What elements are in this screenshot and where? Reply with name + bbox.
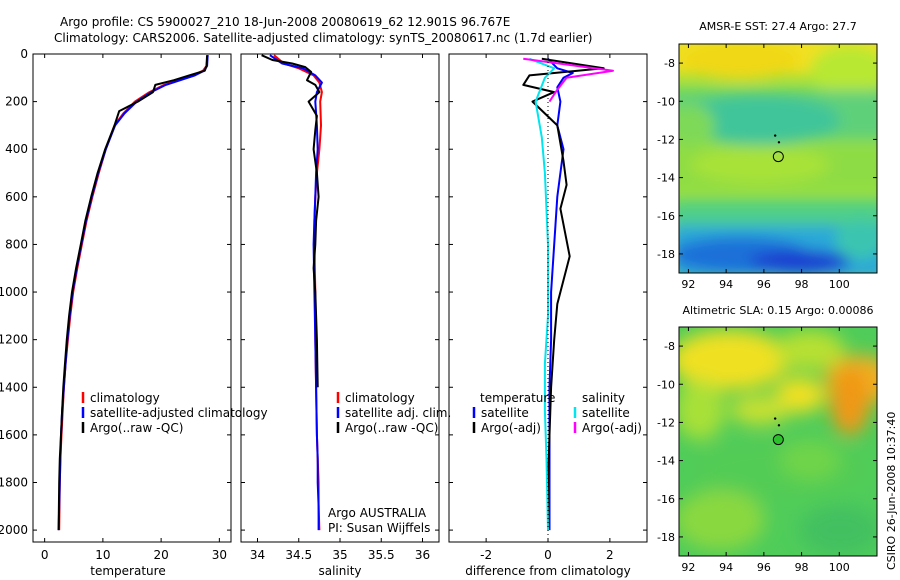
x-tick-label: 96 bbox=[757, 561, 771, 574]
salinity-plot: 34 34.5 35 35.5 36 bbox=[241, 53, 439, 562]
sst-map-title: AMSR-E SST: 27.4 Argo: 27.7 bbox=[699, 20, 857, 33]
legend-label-temperature-satellite: satellite bbox=[481, 406, 529, 420]
y-tick-label: 1400 bbox=[0, 380, 28, 394]
series-line-satellite-adjusted-climatology bbox=[57, 55, 209, 531]
pi-annotation: PI: Susan Wijffels bbox=[328, 521, 430, 535]
track-point bbox=[777, 141, 781, 144]
series-line-satellite-adj-clim- bbox=[269, 54, 323, 531]
legend-label-temperature-argo: Argo(-adj) bbox=[481, 421, 541, 435]
sst-map-overlay: 92 94 96 98 100 -8 -10 -12 -14 -16 -18 bbox=[657, 44, 877, 291]
series-line-salinity-argo bbox=[523, 57, 614, 103]
legend-heading-temperature: temperature bbox=[480, 391, 555, 405]
track-point bbox=[773, 134, 777, 137]
x-tick-label: 92 bbox=[681, 561, 695, 574]
series-line-climatology bbox=[58, 55, 209, 531]
legend-label-climatology: climatology bbox=[90, 391, 160, 405]
series-line-argo-raw-qc- bbox=[57, 55, 209, 531]
x-tick-label: 2 bbox=[606, 548, 614, 562]
x-tick-label: 92 bbox=[681, 278, 695, 291]
credit-timestamp: CSIRO 26-Jun-2008 10:37:40 bbox=[885, 412, 898, 570]
legend-label-argo: Argo(..raw -QC) bbox=[345, 421, 438, 435]
temperature-plot-frame bbox=[32, 53, 232, 543]
x-tick-label: 96 bbox=[757, 278, 771, 291]
track-point bbox=[777, 424, 781, 427]
salinity-legend: climatology satellite adj. clim. Argo(..… bbox=[328, 391, 451, 535]
x-tick-label: 100 bbox=[829, 561, 850, 574]
y-tick-label: -12 bbox=[657, 133, 675, 146]
sla-map-overlay: 92 94 96 98 100 -8 -10 -12 -14 -16 -18 bbox=[657, 327, 877, 574]
y-tick-label: -18 bbox=[657, 248, 675, 261]
y-tick-label: -18 bbox=[657, 531, 675, 544]
temperature-x-label: temperature bbox=[90, 564, 165, 578]
institution-annotation: Argo AUSTRALIA bbox=[328, 506, 427, 520]
difference-x-label: difference from climatology bbox=[465, 564, 631, 578]
y-tick-label: -8 bbox=[664, 340, 675, 353]
x-tick-label: 20 bbox=[153, 548, 168, 562]
y-tick-label: -16 bbox=[657, 210, 675, 223]
x-tick-label: 35 bbox=[332, 548, 347, 562]
difference-legend: temperature satellite Argo(-adj) salinit… bbox=[472, 391, 642, 435]
argo-float-marker bbox=[772, 151, 784, 163]
y-tick-label: -16 bbox=[657, 493, 675, 506]
legend-label-salinity-satellite: satellite bbox=[582, 406, 630, 420]
y-tick-label: 1000 bbox=[0, 285, 28, 299]
y-tick-label: 600 bbox=[5, 190, 28, 204]
legend-label-satellite-adjusted: satellite-adjusted climatology bbox=[90, 406, 268, 420]
x-tick-label: 10 bbox=[95, 548, 110, 562]
sst-map-frame bbox=[678, 43, 878, 274]
temperature-legend: climatology satellite-adjusted climatolo… bbox=[81, 391, 268, 435]
x-tick-label: 98 bbox=[795, 278, 809, 291]
x-tick-label: -2 bbox=[480, 548, 492, 562]
series-line-temperature-argo bbox=[522, 57, 605, 531]
track-point bbox=[773, 417, 777, 420]
temperature-plot: 0 10 20 30 0 200 400 600 800 1000 1200 1400 1600 1800… bbox=[0, 47, 231, 562]
y-tick-label: -10 bbox=[657, 378, 675, 391]
legend-label-argo: Argo(..raw -QC) bbox=[90, 421, 183, 435]
sla-heatmap bbox=[679, 327, 877, 556]
x-tick-label: 36 bbox=[415, 548, 430, 562]
y-tick-label: 0 bbox=[20, 47, 28, 61]
x-tick-label: 100 bbox=[829, 278, 850, 291]
x-tick-label: 94 bbox=[719, 561, 733, 574]
x-tick-label: 30 bbox=[212, 548, 227, 562]
series-line-salinity-satellite bbox=[529, 57, 556, 531]
y-tick-label: -14 bbox=[657, 172, 675, 185]
legend-label-satellite-adjusted: satellite adj. clim. bbox=[345, 406, 451, 420]
y-tick-label: -8 bbox=[664, 57, 675, 70]
sst-heatmap bbox=[679, 44, 877, 273]
y-tick-label: 1200 bbox=[0, 333, 28, 347]
salinity-plot-frame bbox=[240, 53, 440, 543]
legend-label-salinity-argo: Argo(-adj) bbox=[582, 421, 642, 435]
y-tick-label: -10 bbox=[657, 95, 675, 108]
series-line-argo-raw-qc- bbox=[261, 54, 321, 388]
y-tick-label: 800 bbox=[5, 237, 28, 251]
x-tick-label: 0 bbox=[544, 548, 552, 562]
argo-float-marker bbox=[772, 434, 784, 446]
x-tick-label: 34 bbox=[250, 548, 265, 562]
difference-plot: -2 0 2 bbox=[449, 53, 647, 562]
x-tick-label: 0 bbox=[41, 548, 49, 562]
salinity-x-label: salinity bbox=[318, 564, 361, 578]
y-tick-label: 1600 bbox=[0, 428, 28, 442]
y-tick-label: 2000 bbox=[0, 523, 28, 537]
x-tick-label: 34.5 bbox=[285, 548, 312, 562]
sla-map-title: Altimetric SLA: 0.15 Argo: 0.00086 bbox=[682, 304, 873, 317]
y-tick-label: 1800 bbox=[0, 475, 28, 489]
legend-label-climatology: climatology bbox=[345, 391, 415, 405]
legend-heading-salinity: salinity bbox=[582, 391, 625, 405]
figure-title-line-1: Argo profile: CS 5900027_210 18-Jun-2008… bbox=[60, 15, 510, 29]
y-tick-label: -12 bbox=[657, 416, 675, 429]
y-tick-label: -14 bbox=[657, 455, 675, 468]
x-tick-label: 35.5 bbox=[368, 548, 395, 562]
x-tick-label: 98 bbox=[795, 561, 809, 574]
y-tick-label: 200 bbox=[5, 95, 28, 109]
sla-map-frame bbox=[678, 326, 878, 557]
x-tick-label: 94 bbox=[719, 278, 733, 291]
figure-title-line-2: Climatology: CARS2006. Satellite-adjuste… bbox=[54, 31, 592, 45]
y-tick-label: 400 bbox=[5, 142, 28, 156]
